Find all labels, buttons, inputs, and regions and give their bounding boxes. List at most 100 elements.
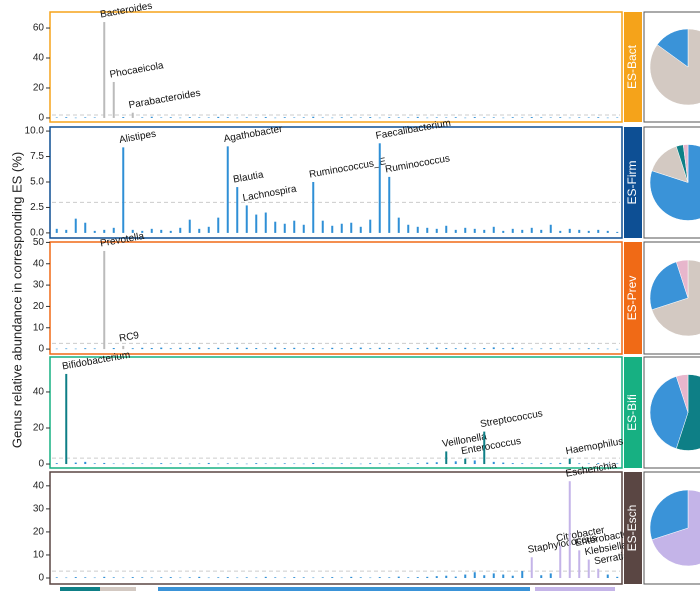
bar — [331, 463, 334, 465]
bar — [549, 463, 552, 465]
bar — [141, 230, 144, 233]
bar — [445, 575, 448, 579]
y-tick-label: 30 — [33, 504, 45, 515]
bar — [359, 226, 362, 233]
panel-frame — [49, 471, 623, 585]
bar — [597, 463, 600, 465]
bar — [283, 223, 286, 233]
bar — [597, 117, 600, 118]
bar — [435, 117, 438, 118]
bar — [378, 463, 381, 465]
bar — [559, 545, 562, 579]
y-tick-label: 20 — [33, 527, 45, 538]
bar — [150, 463, 153, 465]
bar — [264, 117, 267, 118]
bar — [378, 117, 381, 119]
bar — [245, 117, 248, 118]
bar — [483, 575, 486, 579]
bar — [169, 230, 172, 233]
bar — [454, 348, 457, 350]
bar — [416, 577, 419, 579]
bar — [616, 231, 619, 233]
bar — [264, 212, 267, 233]
bar — [74, 218, 77, 233]
bar — [549, 117, 552, 119]
bar — [65, 348, 68, 350]
bar — [511, 575, 514, 579]
bar — [236, 117, 239, 119]
bar — [122, 117, 125, 118]
bar — [359, 577, 362, 579]
genus-label: Phocaeicola — [109, 60, 165, 80]
bar — [483, 117, 486, 119]
bar — [245, 577, 248, 579]
bar — [188, 219, 191, 233]
bar — [255, 348, 258, 350]
bar — [283, 463, 286, 465]
bar — [397, 576, 400, 579]
bar — [84, 461, 87, 465]
bar — [350, 348, 353, 350]
bar — [426, 576, 429, 579]
bar — [160, 229, 163, 233]
bar — [388, 577, 391, 579]
bar — [502, 462, 505, 465]
pie-slice — [675, 259, 689, 299]
panel-label: ES-Bifi — [625, 394, 639, 431]
bar — [103, 576, 106, 579]
bar — [340, 463, 343, 465]
bar — [435, 228, 438, 233]
panel-strip — [624, 357, 642, 468]
pie-frame — [643, 356, 700, 469]
bar — [350, 222, 353, 233]
bar — [131, 229, 134, 233]
bar — [378, 143, 381, 233]
group-strip — [60, 587, 615, 591]
bar — [84, 222, 87, 233]
bar — [473, 228, 476, 233]
bar — [454, 229, 457, 233]
panel-strip — [624, 12, 642, 122]
bar — [112, 227, 115, 233]
bar — [122, 147, 125, 233]
bar — [274, 347, 277, 350]
pie-slice — [675, 374, 689, 413]
bar — [578, 229, 581, 233]
bar — [274, 117, 277, 119]
bar — [578, 463, 581, 465]
bar — [207, 117, 210, 119]
bar — [473, 572, 476, 579]
bar — [378, 577, 381, 579]
bar — [340, 577, 343, 579]
bar — [207, 348, 210, 350]
bar — [407, 463, 410, 465]
panel-strip — [624, 472, 642, 584]
y-tick-label: 60 — [33, 23, 45, 34]
bar — [131, 577, 134, 579]
bar — [369, 117, 372, 118]
pie-slice — [651, 259, 700, 337]
bar — [74, 117, 77, 119]
bar — [587, 559, 590, 579]
bar — [340, 117, 343, 118]
bar — [559, 462, 562, 465]
bar — [217, 347, 220, 350]
bar — [492, 226, 495, 233]
bar — [236, 577, 239, 579]
bar — [369, 463, 372, 465]
bar — [293, 577, 296, 579]
bar — [416, 226, 419, 233]
y-tick-label: 0 — [38, 459, 44, 470]
bar — [473, 117, 476, 118]
y-tick-label: 40 — [33, 480, 45, 491]
bar — [359, 117, 362, 119]
bar — [198, 347, 201, 350]
bar — [502, 574, 505, 579]
bar — [207, 226, 210, 233]
bar — [483, 229, 486, 233]
bar — [255, 577, 258, 579]
bar — [350, 576, 353, 579]
bar — [397, 348, 400, 350]
pie-slice — [649, 28, 700, 106]
bar — [122, 577, 125, 579]
